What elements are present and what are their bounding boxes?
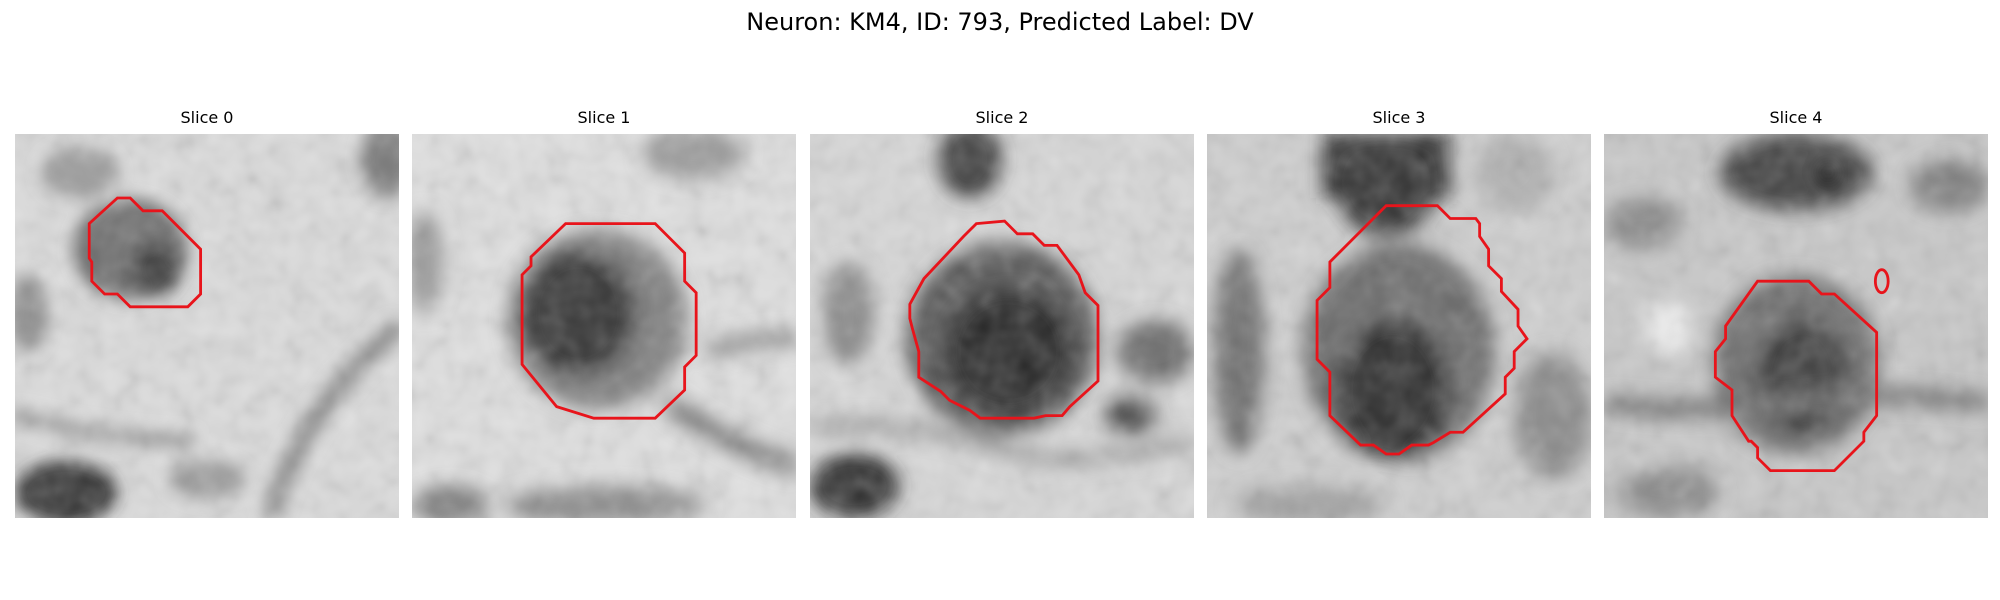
segmentation-outline-4 — [1713, 279, 1879, 473]
slice-title-2: Slice 2 — [975, 108, 1029, 127]
segmentation-outline-4b — [1873, 268, 1890, 295]
slice-image-2 — [810, 134, 1194, 518]
segmentation-outline-1 — [520, 222, 698, 420]
slice-image-4 — [1604, 134, 1988, 518]
segmentation-outline-3 — [1315, 204, 1529, 456]
segmentation-outline-2 — [908, 219, 1100, 420]
slice-title-4: Slice 4 — [1769, 108, 1823, 127]
segmentation-outline-0 — [87, 196, 203, 309]
slice-title-0: Slice 0 — [180, 108, 234, 127]
slice-image-3 — [1207, 134, 1591, 518]
figure-title: Neuron: KM4, ID: 793, Predicted Label: D… — [746, 8, 1254, 36]
slice-image-1 — [412, 134, 796, 518]
slice-title-1: Slice 1 — [577, 108, 631, 127]
slice-title-3: Slice 3 — [1372, 108, 1426, 127]
slice-image-0 — [15, 134, 399, 518]
